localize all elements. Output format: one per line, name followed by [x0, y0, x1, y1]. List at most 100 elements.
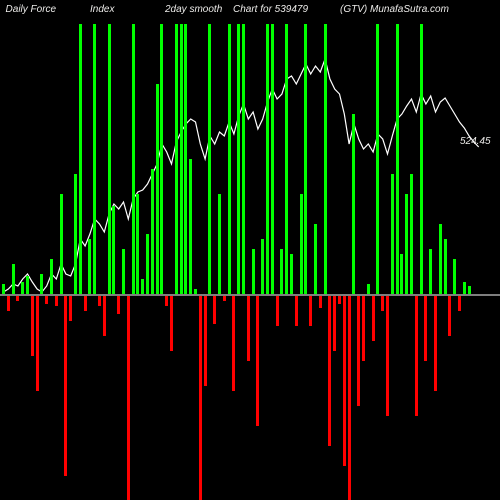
force-index-bar — [396, 24, 399, 294]
force-index-bar — [444, 239, 447, 294]
force-index-bar — [160, 24, 163, 294]
force-index-bar — [69, 296, 72, 321]
force-index-bar — [333, 296, 336, 351]
force-index-bar — [256, 296, 259, 426]
force-index-bar — [21, 282, 24, 294]
force-index-bar — [266, 24, 269, 294]
force-index-bar — [357, 296, 360, 406]
force-index-bar — [184, 24, 187, 294]
force-index-bar — [194, 289, 197, 294]
force-index-bar — [424, 296, 427, 361]
force-index-bar — [232, 296, 235, 391]
force-index-bar — [300, 194, 303, 294]
force-index-bar — [141, 279, 144, 294]
force-index-bar — [304, 24, 307, 294]
title-segment: Index — [90, 4, 114, 15]
force-index-bar — [88, 239, 91, 294]
force-index-bar — [362, 296, 365, 361]
force-index-bar — [208, 24, 211, 294]
force-index-bar — [146, 234, 149, 294]
force-index-bar — [189, 159, 192, 294]
force-index-bar — [84, 296, 87, 311]
force-index-bar — [343, 296, 346, 466]
force-index-bar — [439, 224, 442, 294]
force-index-bar — [64, 296, 67, 476]
force-index-bar — [136, 194, 139, 294]
force-index-bar — [93, 24, 96, 294]
force-index-bar — [319, 296, 322, 308]
force-index-bar — [367, 284, 370, 294]
force-index-bar — [170, 296, 173, 351]
force-index-bar — [79, 24, 82, 294]
force-index-bar — [31, 296, 34, 356]
force-index-bar — [324, 24, 327, 294]
force-index-bar — [391, 174, 394, 294]
force-index-bar — [280, 249, 283, 294]
force-index-bar — [372, 296, 375, 341]
force-index-bar — [103, 296, 106, 336]
force-index-bar — [290, 254, 293, 294]
force-index-bar — [213, 296, 216, 324]
force-index-bar — [55, 296, 58, 306]
force-index-bar — [228, 24, 231, 294]
force-index-bar — [26, 276, 29, 294]
force-index-bar — [247, 296, 250, 361]
force-index-bar — [36, 296, 39, 391]
force-index-bar — [453, 259, 456, 294]
force-index-bar — [420, 24, 423, 294]
force-index-bar — [285, 24, 288, 294]
chart-title-bar: Daily ForceIndex2day smoothChart for 539… — [0, 4, 500, 24]
force-index-bar — [218, 194, 221, 294]
force-index-bar — [2, 284, 5, 294]
force-index-bar — [434, 296, 437, 391]
force-index-bar — [223, 296, 226, 301]
force-index-bar — [132, 24, 135, 294]
force-index-bar — [237, 24, 240, 294]
force-index-bar — [40, 274, 43, 294]
force-index-bar — [108, 24, 111, 294]
force-index-bar — [60, 194, 63, 294]
force-index-bar — [117, 296, 120, 314]
force-index-bar — [156, 84, 159, 294]
force-index-bar — [98, 296, 101, 306]
force-index-bar — [338, 296, 341, 304]
force-index-bar — [151, 169, 154, 294]
chart-area: 524.45 — [0, 24, 500, 500]
force-index-bar — [463, 282, 466, 294]
force-index-bar — [271, 24, 274, 294]
force-index-bar — [400, 254, 403, 294]
force-index-bar — [309, 296, 312, 326]
title-segment: Daily Force — [0, 4, 56, 15]
force-index-bar — [458, 296, 461, 311]
force-index-bar — [45, 296, 48, 304]
force-index-bar — [295, 296, 298, 326]
force-index-bar — [314, 224, 317, 294]
force-index-bar — [386, 296, 389, 416]
force-index-bar — [252, 249, 255, 294]
force-index-bar — [50, 259, 53, 294]
force-index-bar — [180, 24, 183, 294]
force-index-bar — [381, 296, 384, 311]
force-index-bar — [165, 296, 168, 306]
force-index-bar — [405, 194, 408, 294]
force-index-bar — [122, 249, 125, 294]
force-index-bar — [410, 174, 413, 294]
chart-container: Daily ForceIndex2day smoothChart for 539… — [0, 0, 500, 500]
force-index-bar — [127, 296, 130, 500]
force-index-bar — [415, 296, 418, 416]
title-segment: (GTV) MunafaSutra.com — [340, 4, 449, 15]
force-index-bar — [328, 296, 331, 446]
force-index-bar — [468, 286, 471, 294]
force-index-bar — [242, 24, 245, 294]
force-index-bar — [352, 114, 355, 294]
force-index-bar — [376, 24, 379, 294]
force-index-bar — [261, 239, 264, 294]
force-index-bar — [276, 296, 279, 326]
force-index-bar — [74, 174, 77, 294]
force-index-bar — [204, 296, 207, 386]
force-index-bar — [429, 249, 432, 294]
force-index-bar — [16, 296, 19, 301]
force-index-bar — [12, 264, 15, 294]
price-label: 524.45 — [460, 136, 491, 147]
force-index-bar — [175, 24, 178, 294]
